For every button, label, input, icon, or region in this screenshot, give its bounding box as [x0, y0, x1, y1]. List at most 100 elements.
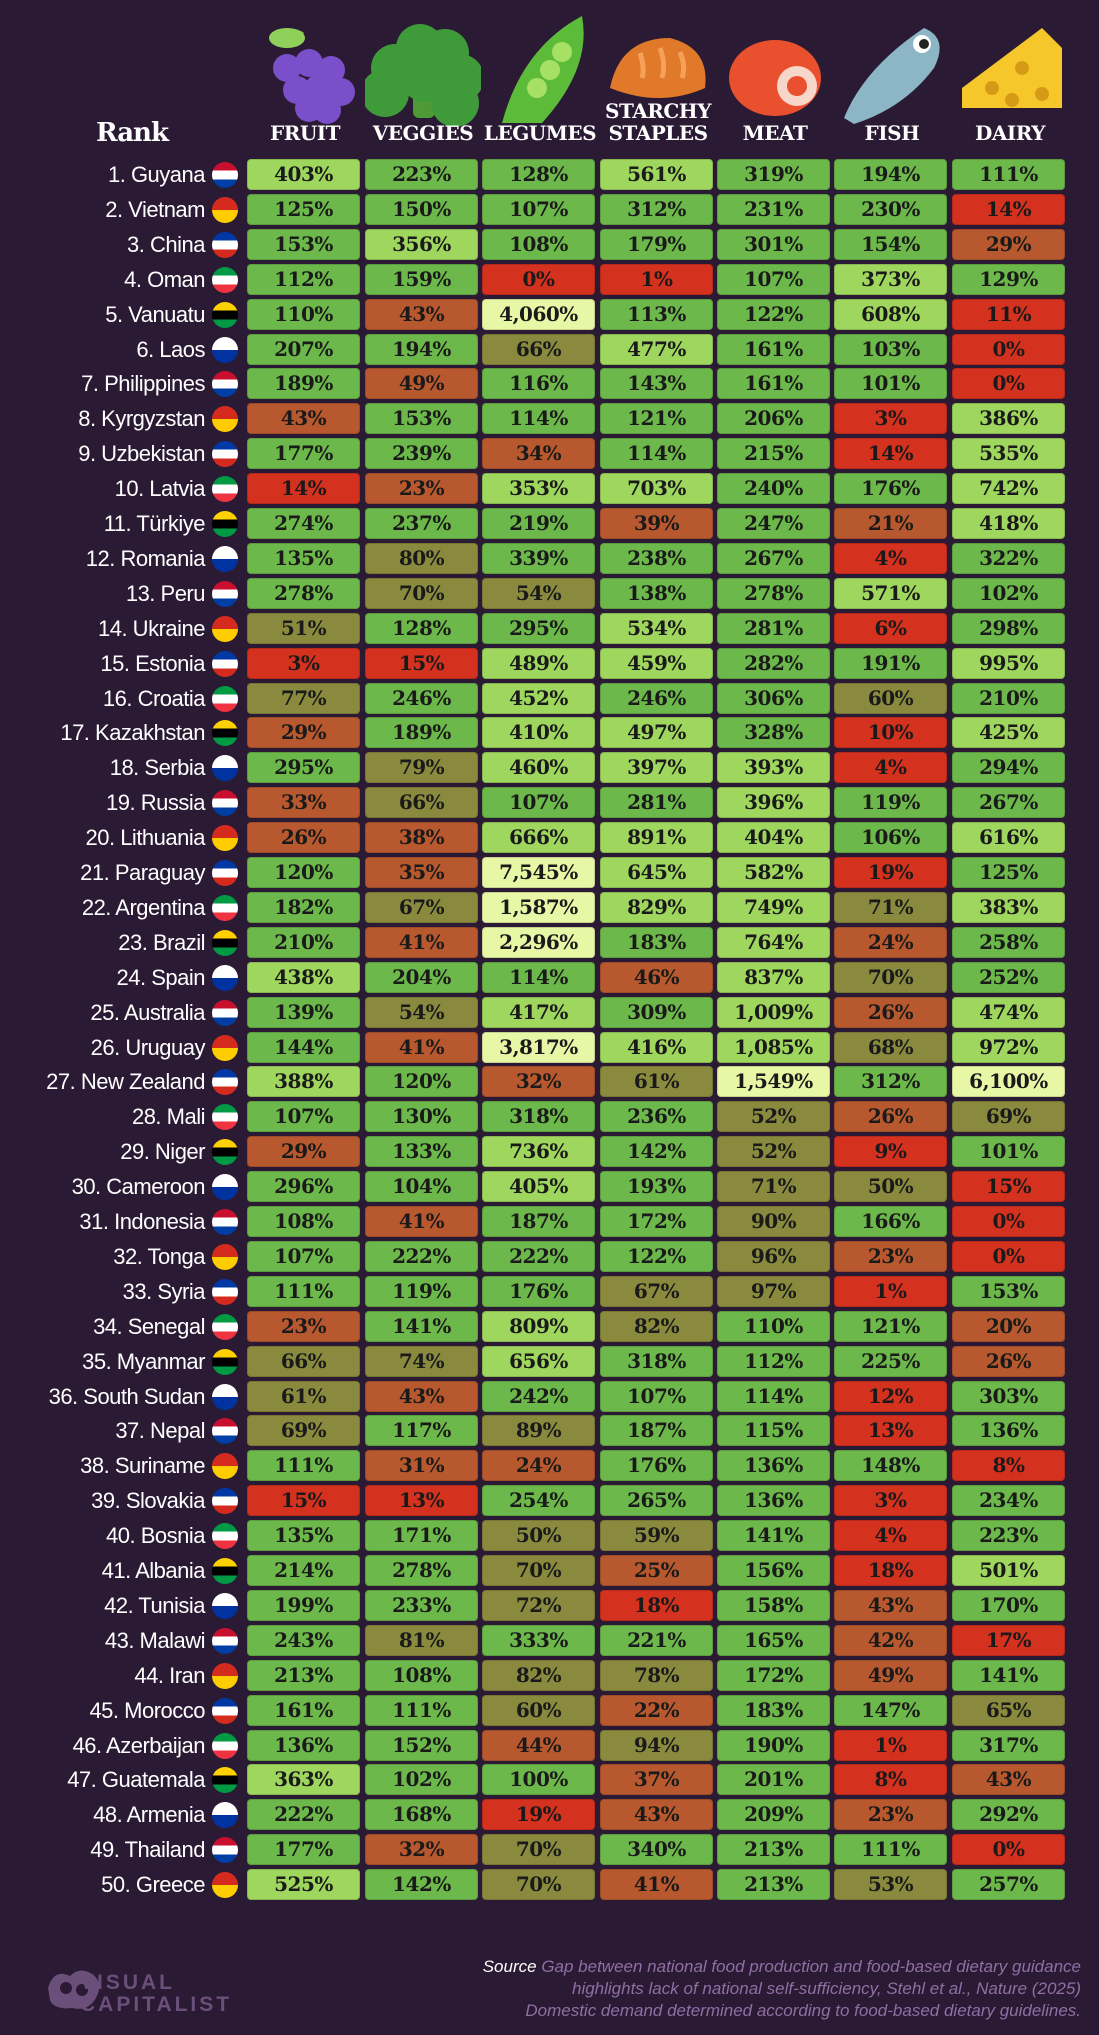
value-cell-fruit: 43% [247, 403, 360, 434]
value-cell-starchy: 41% [600, 1869, 713, 1900]
value-cell-veggies: 23% [365, 473, 478, 504]
value-cell-veggies: 104% [365, 1171, 478, 1202]
column-header-starchy-line-2: STAPLES [608, 121, 708, 145]
value-cell-starchy: 46% [600, 962, 713, 993]
malawi-flag-icon [212, 1628, 238, 1654]
column-header-meat: MEAT [717, 122, 833, 144]
value-cell-starchy: 397% [600, 752, 713, 783]
value-cell-starchy: 1% [600, 264, 713, 295]
value-cell-fruit: 207% [247, 334, 360, 365]
country-rank-label: 47. Guatemala [67, 1767, 205, 1792]
value-cell-legumes: 7,545% [482, 857, 595, 888]
table-row: 45. Morocco 161% 111% 60% 22% 183% 147% 65% [0, 1694, 1099, 1727]
lithuania-flag-icon [212, 825, 238, 851]
value-cell-veggies: 142% [365, 1869, 478, 1900]
table-row: 15. Estonia 3% 15% 489% 459% 282% 191% 995% [0, 647, 1099, 680]
value-cell-legumes: 116% [482, 368, 595, 399]
value-cell-fruit: 139% [247, 997, 360, 1028]
value-cell-starchy: 187% [600, 1415, 713, 1446]
value-cell-veggies: 70% [365, 578, 478, 609]
value-cell-starchy: 39% [600, 508, 713, 539]
column-header-dairy: DAIRY [952, 122, 1068, 144]
value-cell-veggies: 66% [365, 787, 478, 818]
country-rank-label: 44. Iran [134, 1663, 205, 1688]
value-cell-veggies: 117% [365, 1415, 478, 1446]
value-cell-fish: 21% [834, 508, 947, 539]
country-rank-label: 14. Ukraine [97, 616, 206, 641]
value-cell-meat: 231% [717, 194, 830, 225]
philippines-flag-icon [212, 371, 238, 397]
value-cell-veggies: 356% [365, 229, 478, 260]
value-cell-fish: 147% [834, 1695, 947, 1726]
column-header-fish: FISH [834, 122, 950, 144]
column-header-dairy-line-2: DAIRY [975, 121, 1046, 145]
morocco-flag-icon [212, 1698, 238, 1724]
value-cell-veggies: 41% [365, 1206, 478, 1237]
value-cell-veggies: 13% [365, 1485, 478, 1516]
value-cell-fish: 43% [834, 1590, 947, 1621]
value-cell-meat: 1,085% [717, 1032, 830, 1063]
value-cell-starchy: 238% [600, 543, 713, 574]
value-cell-meat: 240% [717, 473, 830, 504]
value-cell-starchy: 416% [600, 1032, 713, 1063]
table-row: 50. Greece 525% 142% 70% 41% 213% 53% 257% [0, 1868, 1099, 1901]
value-cell-dairy: 8% [952, 1450, 1065, 1481]
value-cell-starchy: 43% [600, 1799, 713, 1830]
value-cell-fish: 148% [834, 1450, 947, 1481]
table-row: 43. Malawi 243% 81% 333% 221% 165% 42% 17% [0, 1624, 1099, 1657]
value-cell-legumes: 809% [482, 1311, 595, 1342]
value-cell-fish: 194% [834, 159, 947, 190]
south-sudan-flag-icon [212, 1384, 238, 1410]
value-cell-starchy: 82% [600, 1311, 713, 1342]
value-cell-dairy: 11% [952, 299, 1065, 330]
column-header-legumes: LEGUMES [482, 122, 598, 144]
value-cell-fruit: 177% [247, 438, 360, 469]
value-cell-dairy: 425% [952, 717, 1065, 748]
value-cell-veggies: 74% [365, 1346, 478, 1377]
value-cell-veggies: 204% [365, 962, 478, 993]
value-cell-fish: 111% [834, 1834, 947, 1865]
table-row: 37. Nepal 69% 117% 89% 187% 115% 13% 136% [0, 1414, 1099, 1447]
meat-icon [717, 8, 833, 128]
bosnia-flag-icon [212, 1523, 238, 1549]
country-rank-label: 21. Paraguay [80, 860, 205, 885]
value-cell-fish: 71% [834, 892, 947, 923]
value-cell-meat: 165% [717, 1625, 830, 1656]
value-cell-dairy: 111% [952, 159, 1065, 190]
vietnam-flag-icon [212, 197, 238, 223]
value-cell-legumes: 222% [482, 1241, 595, 1272]
value-cell-fish: 70% [834, 962, 947, 993]
value-cell-veggies: 130% [365, 1101, 478, 1132]
value-cell-dairy: 742% [952, 473, 1065, 504]
value-cell-fish: 1% [834, 1730, 947, 1761]
value-cell-fruit: 214% [247, 1555, 360, 1586]
value-cell-legumes: 489% [482, 648, 595, 679]
senegal-flag-icon [212, 1314, 238, 1340]
column-header-veggies-line-2: VEGGIES [372, 121, 474, 145]
value-cell-starchy: 25% [600, 1555, 713, 1586]
value-cell-veggies: 102% [365, 1764, 478, 1795]
table-row: 28. Mali 107% 130% 318% 236% 52% 26% 69% [0, 1100, 1099, 1133]
value-cell-veggies: 239% [365, 438, 478, 469]
value-cell-dairy: 65% [952, 1695, 1065, 1726]
brazil-flag-icon [212, 930, 238, 956]
value-cell-meat: 161% [717, 334, 830, 365]
value-cell-legumes: 1,587% [482, 892, 595, 923]
value-cell-legumes: 4,060% [482, 299, 595, 330]
value-cell-dairy: 995% [952, 648, 1065, 679]
value-cell-meat: 110% [717, 1311, 830, 1342]
table-row: 21. Paraguay 120% 35% 7,545% 645% 582% 19% 125% [0, 856, 1099, 889]
value-cell-legumes: 333% [482, 1625, 595, 1656]
logo-line-1: VISUAL [80, 1971, 176, 1994]
slovakia-flag-icon [212, 1488, 238, 1514]
value-cell-fish: 166% [834, 1206, 947, 1237]
value-cell-fish: 101% [834, 368, 947, 399]
value-cell-fish: 191% [834, 648, 947, 679]
value-cell-veggies: 41% [365, 927, 478, 958]
value-cell-starchy: 18% [600, 1590, 713, 1621]
column-header-meat-line-2: MEAT [742, 121, 808, 145]
table-row: 48. Armenia 222% 168% 19% 43% 209% 23% 292% [0, 1798, 1099, 1831]
value-cell-dairy: 383% [952, 892, 1065, 923]
value-cell-veggies: 171% [365, 1520, 478, 1551]
value-cell-fruit: 110% [247, 299, 360, 330]
